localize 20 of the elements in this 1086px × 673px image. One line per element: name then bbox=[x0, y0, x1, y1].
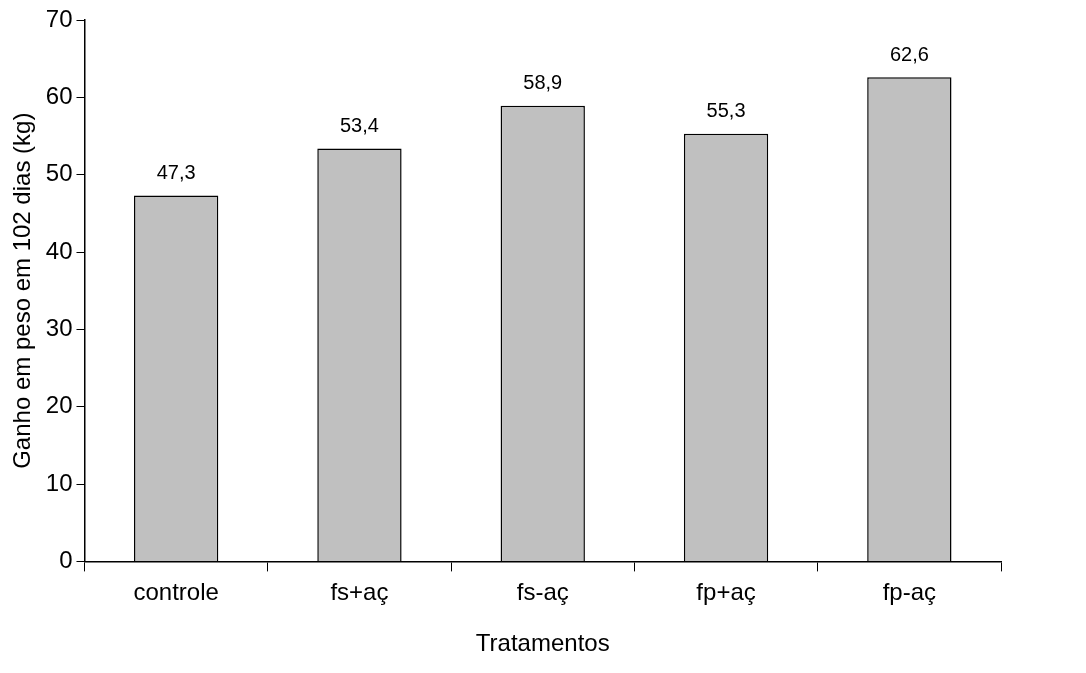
y-tick-label: 60 bbox=[45, 81, 73, 109]
data-label: 47,3 bbox=[156, 161, 196, 184]
data-label: 62,6 bbox=[889, 42, 929, 65]
y-tick-label: 70 bbox=[45, 4, 73, 32]
y-tick-label: 30 bbox=[45, 314, 73, 341]
data-label: 58,9 bbox=[523, 71, 563, 94]
y-tick-label: 0 bbox=[59, 546, 73, 574]
y-tick-label: 20 bbox=[45, 391, 73, 419]
data-label: 53,4 bbox=[339, 113, 379, 136]
x-tick-label: controle bbox=[133, 578, 219, 606]
x-tick-label: fp+aç bbox=[696, 578, 756, 606]
y-tick-label: 40 bbox=[45, 236, 73, 264]
x-tick-label: fp-aç bbox=[882, 578, 937, 606]
x-axis-title: Tratamentos bbox=[475, 629, 610, 657]
y-axis-title: Ganho em peso em 102 dias (kg) bbox=[8, 112, 36, 469]
x-tick-label: fs-aç bbox=[516, 578, 569, 606]
y-tick-label: 50 bbox=[45, 159, 73, 187]
x-tick-label: fs+aç bbox=[330, 578, 389, 606]
data-label: 55,3 bbox=[706, 99, 746, 122]
y-tick-label: 10 bbox=[45, 468, 73, 496]
